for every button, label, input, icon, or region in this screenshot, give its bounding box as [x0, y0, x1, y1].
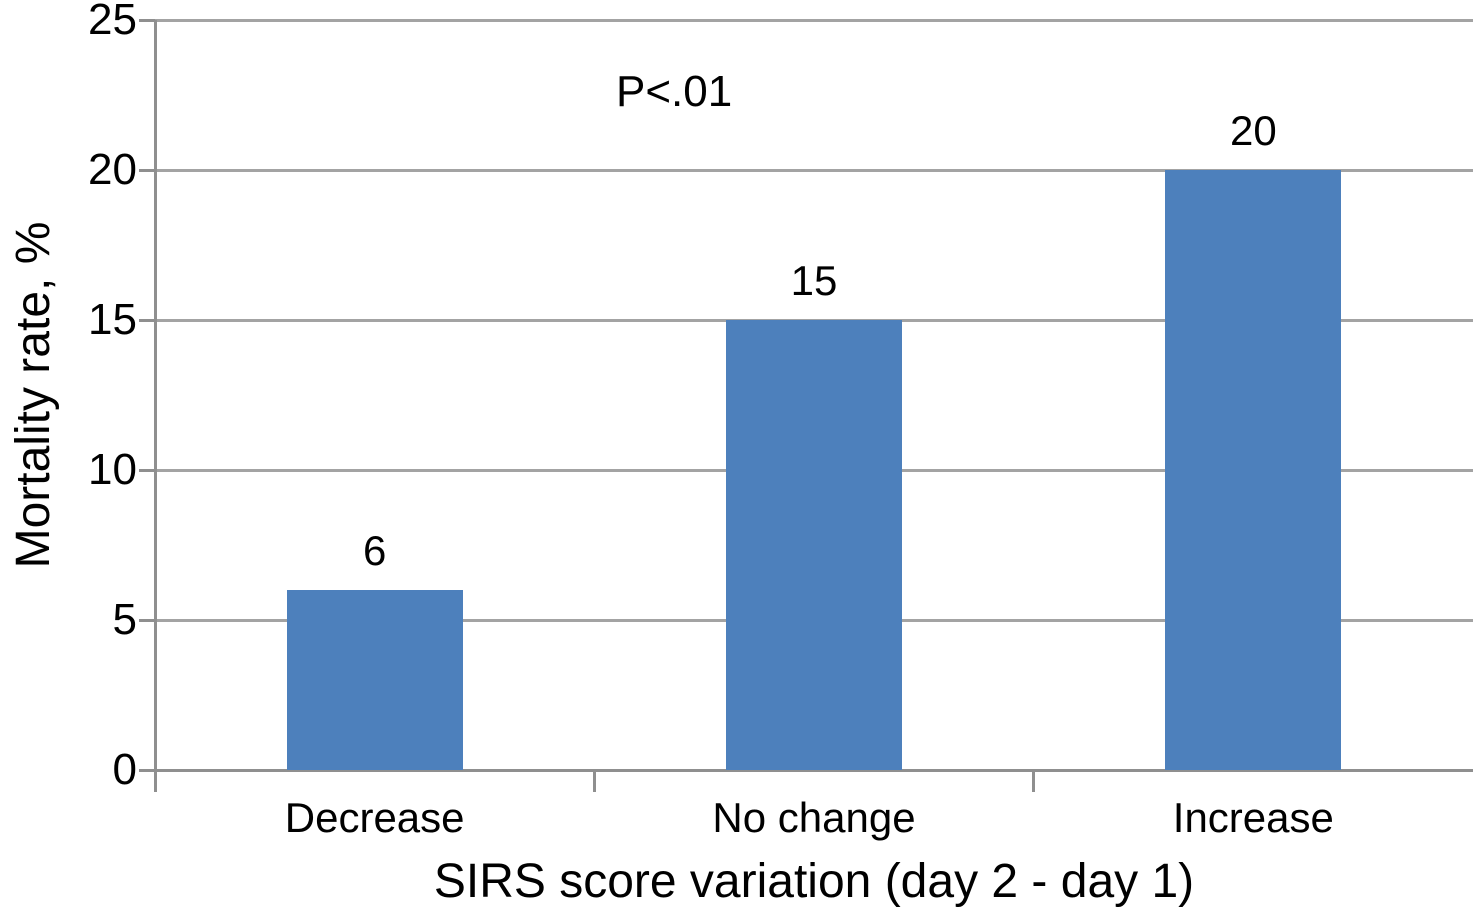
bar-no-change — [726, 320, 902, 770]
bar-decrease — [286, 590, 463, 770]
y-tick-label: 10 — [88, 445, 137, 494]
gridline — [155, 168, 1473, 172]
bar-value-label-no-change: 15 — [790, 257, 838, 304]
bar-value-label-increase: 20 — [1229, 107, 1277, 154]
y-tick-label: 25 — [88, 0, 137, 44]
y-tick-label: 15 — [88, 295, 137, 344]
y-tick-label: 20 — [88, 145, 137, 194]
y-tick-label: 5 — [112, 595, 137, 644]
x-axis-title: SIRS score variation (day 2 - day 1) — [433, 855, 1195, 908]
bar-increase — [1165, 170, 1342, 770]
x-axis-tick — [592, 770, 596, 792]
y-axis-tick — [139, 618, 155, 622]
y-axis-line — [153, 20, 157, 792]
x-axis-tick — [1032, 770, 1036, 792]
y-axis-tick — [139, 318, 155, 322]
y-axis-tick — [139, 18, 155, 22]
y-axis-tick — [139, 168, 155, 172]
y-axis-tick — [139, 468, 155, 472]
p-value-annotation: P<.01 — [616, 67, 733, 116]
x-category-label-increase: Increase — [1172, 794, 1334, 841]
x-category-label-decrease: Decrease — [284, 794, 465, 841]
y-tick-label: 0 — [112, 745, 137, 794]
x-axis-line — [155, 768, 1473, 772]
x-category-label-no-change: No change — [712, 794, 916, 841]
y-axis-tick — [139, 768, 155, 772]
y-axis-title: Mortality rate, % — [7, 221, 60, 569]
bar-value-label-decrease: 6 — [362, 527, 387, 574]
gridline — [155, 18, 1473, 22]
